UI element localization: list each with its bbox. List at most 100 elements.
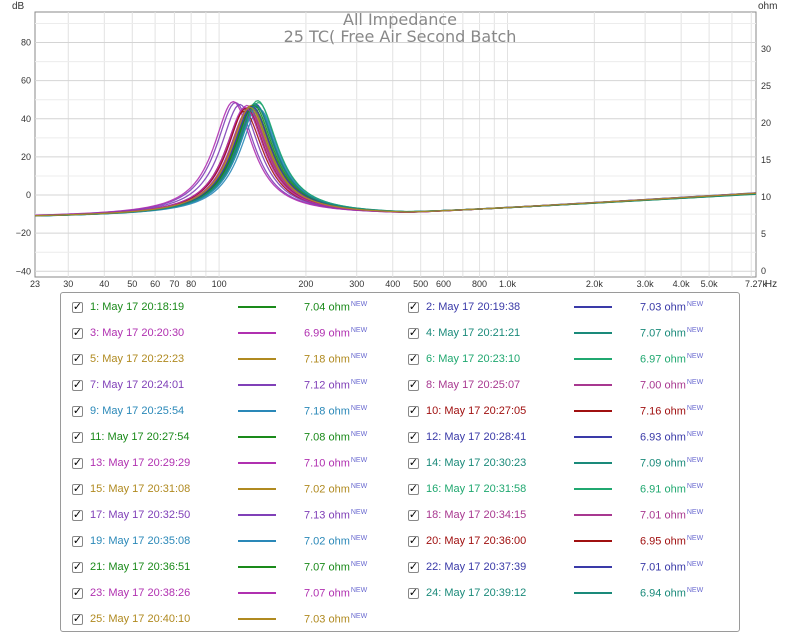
series-swatch [574, 332, 612, 334]
series-label: 6: May 17 20:23:10 [426, 353, 521, 365]
legend-item: ✓ 13: May 17 20:29:29 7.10 ohmNEW [72, 450, 367, 476]
new-tag: NEW [350, 534, 368, 542]
series-value-text: 7.12 ohm [304, 379, 350, 392]
x-tick-label: 1.0k [499, 279, 517, 289]
legend-item: ✓ 23: May 17 20:38:26 7.07 ohmNEW [72, 580, 367, 606]
y-left-tick-label: 80 [21, 38, 31, 48]
series-swatch [238, 566, 276, 568]
series-swatch [238, 618, 276, 620]
series-checkbox[interactable]: ✓ [72, 560, 83, 573]
legend-item: ✓ 3: May 17 20:20:30 6.99 ohmNEW [72, 320, 367, 346]
series-checkbox[interactable]: ✓ [408, 430, 419, 443]
new-tag: NEW [350, 482, 368, 490]
x-tick-label: 3.0k [637, 279, 655, 289]
series-checkbox[interactable]: ✓ [408, 482, 419, 495]
series-label: 17: May 17 20:32:50 [90, 509, 191, 521]
series-checkbox[interactable]: ✓ [408, 352, 419, 365]
series-checkbox[interactable]: ✓ [408, 378, 419, 391]
legend-item: ✓ 4: May 17 20:21:21 7.07 ohmNEW [408, 320, 703, 346]
series-value-text: 7.04 ohm [304, 301, 350, 314]
series-value: 7.12 ohmNEW [304, 379, 367, 392]
series-value: 6.91 ohmNEW [640, 483, 703, 496]
series-checkbox[interactable]: ✓ [72, 430, 83, 443]
new-tag: NEW [686, 456, 704, 464]
series-value-text: 7.09 ohm [640, 457, 686, 470]
new-tag: NEW [686, 352, 704, 360]
x-tick-label: 2.0k [586, 279, 604, 289]
series-label: 18: May 17 20:34:15 [426, 509, 527, 521]
legend-item: ✓ 2: May 17 20:19:38 7.03 ohmNEW [408, 294, 703, 320]
series-checkbox[interactable]: ✓ [408, 300, 419, 313]
grid-lines [35, 12, 756, 277]
legend-item: ✓ 11: May 17 20:27:54 7.08 ohmNEW [72, 424, 367, 450]
series-checkbox[interactable]: ✓ [408, 586, 419, 599]
series-checkbox[interactable]: ✓ [408, 508, 419, 521]
new-tag: NEW [686, 300, 704, 308]
series-checkbox[interactable]: ✓ [72, 456, 83, 469]
series-checkbox[interactable]: ✓ [72, 482, 83, 495]
y-right-tick-label: 30 [761, 44, 771, 54]
series-value-text: 6.99 ohm [304, 327, 350, 340]
series-checkbox[interactable]: ✓ [72, 352, 83, 365]
series-checkbox[interactable]: ✓ [408, 404, 419, 417]
series-checkbox[interactable]: ✓ [72, 378, 83, 391]
legend-item: ✓ 17: May 17 20:32:50 7.13 ohmNEW [72, 502, 367, 528]
x-tick-label: 50 [127, 279, 137, 289]
series-value: 6.94 ohmNEW [640, 587, 703, 600]
series-checkbox[interactable]: ✓ [408, 560, 419, 573]
series-value: 7.00 ohmNEW [640, 379, 703, 392]
series-value: 7.02 ohmNEW [304, 483, 367, 496]
series-value: 7.01 ohmNEW [640, 561, 703, 574]
series-checkbox[interactable]: ✓ [72, 326, 83, 339]
x-tick-label: 500 [413, 279, 428, 289]
series-swatch [574, 540, 612, 542]
series-label: 8: May 17 20:25:07 [426, 379, 521, 391]
y-right-tick-label: 5 [761, 229, 766, 239]
legend-item: ✓ 20: May 17 20:36:00 6.95 ohmNEW [408, 528, 703, 554]
series-label: 11: May 17 20:27:54 [90, 431, 190, 443]
series-value-text: 7.01 ohm [640, 509, 686, 522]
series-swatch [574, 462, 612, 464]
series-value: 7.08 ohmNEW [304, 431, 367, 444]
y-left-tick-label: −40 [16, 266, 31, 276]
new-tag: NEW [350, 404, 368, 412]
new-tag: NEW [350, 300, 368, 308]
series-swatch [574, 436, 612, 438]
x-tick-label: 80 [186, 279, 196, 289]
series-label: 13: May 17 20:29:29 [90, 457, 191, 469]
y-left-tick-label: −20 [16, 228, 31, 238]
series-swatch [574, 592, 612, 594]
series-checkbox[interactable]: ✓ [72, 534, 83, 547]
series-checkbox[interactable]: ✓ [72, 508, 83, 521]
series-value-text: 6.97 ohm [640, 353, 686, 366]
series-checkbox[interactable]: ✓ [72, 586, 83, 599]
series-value: 7.07 ohmNEW [304, 587, 367, 600]
series-value-text: 7.03 ohm [640, 301, 686, 314]
series-swatch [238, 384, 276, 386]
y-left-tick-label: 40 [21, 114, 31, 124]
series-swatch [574, 384, 612, 386]
series-swatch [238, 358, 276, 360]
series-value-text: 7.07 ohm [640, 327, 686, 340]
series-value: 7.03 ohmNEW [304, 613, 367, 626]
series-checkbox[interactable]: ✓ [408, 534, 419, 547]
series-swatch [238, 306, 276, 308]
series-checkbox[interactable]: ✓ [72, 404, 83, 417]
series-checkbox[interactable]: ✓ [408, 326, 419, 339]
series-checkbox[interactable]: ✓ [408, 456, 419, 469]
series-label: 7: May 17 20:24:01 [90, 379, 185, 391]
series-value: 7.10 ohmNEW [304, 457, 367, 470]
series-swatch [238, 514, 276, 516]
series-line [34, 106, 757, 217]
legend-panel: ✓ 1: May 17 20:18:19 7.04 ohmNEW ✓ 2: May 17… [60, 292, 740, 632]
new-tag: NEW [686, 326, 704, 334]
y-left-tick-label: 20 [21, 152, 31, 162]
x-tick-label: 40 [99, 279, 109, 289]
legend-item: ✓ 1: May 17 20:18:19 7.04 ohmNEW [72, 294, 367, 320]
series-swatch [238, 488, 276, 490]
series-checkbox[interactable]: ✓ [72, 612, 83, 625]
legend-item: ✓ 6: May 17 20:23:10 6.97 ohmNEW [408, 346, 703, 372]
series-checkbox[interactable]: ✓ [72, 300, 83, 313]
series-label: 12: May 17 20:28:41 [426, 431, 527, 443]
series-value-text: 6.95 ohm [640, 535, 686, 548]
